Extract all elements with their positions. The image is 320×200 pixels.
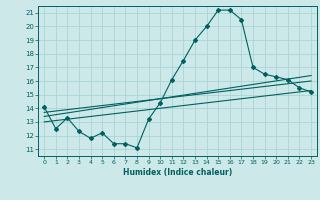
X-axis label: Humidex (Indice chaleur): Humidex (Indice chaleur) [123,168,232,177]
